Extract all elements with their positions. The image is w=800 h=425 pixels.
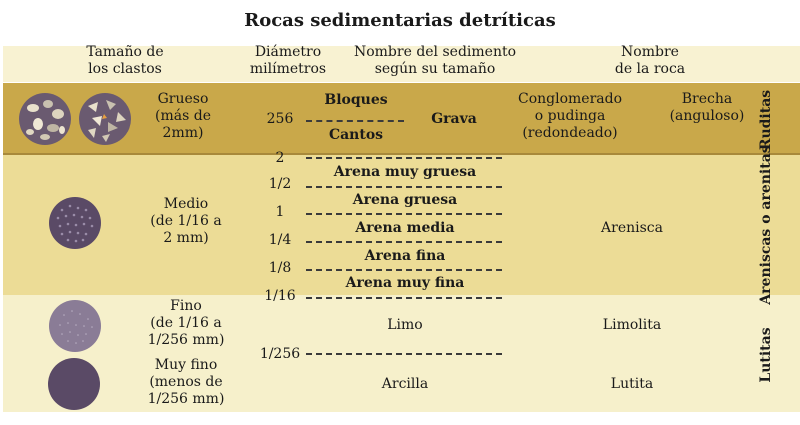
boundary-line-1-16	[306, 297, 502, 299]
diameter-2: 2	[275, 150, 285, 166]
sediment-bloques: Bloques	[324, 92, 388, 108]
size-fine: Fino (de 1/16 a 1/256 mm)	[147, 298, 225, 348]
header-rock: Nombre de la roca	[614, 44, 686, 77]
boundary-line-2	[306, 157, 502, 159]
size-very-fine: Muy fino (menos de 1/256 mm)	[147, 357, 225, 407]
sediment-cantos: Cantos	[328, 127, 384, 143]
rock-brecha: Brecha (anguloso)	[669, 91, 745, 124]
boundary-line-1-2	[306, 186, 502, 188]
sediment-limo: Limo	[387, 317, 423, 333]
boundary-line-1-8	[306, 269, 502, 271]
rudites-band	[3, 83, 800, 155]
rock-arenisca: Arenisca	[601, 220, 663, 236]
diameter-256: 256	[266, 111, 294, 127]
rudites-bottom-border	[3, 153, 800, 155]
rock-limolita: Limolita	[602, 317, 662, 333]
size-medium: Medio (de 1/16 a 2 mm)	[150, 196, 222, 246]
group-label-areniscas: Areniscas o arenitas	[758, 145, 774, 305]
rounded-clasts-image	[19, 93, 71, 145]
clay-image	[48, 358, 100, 410]
sediment-arena-gruesa: Arena gruesa	[352, 192, 458, 208]
sediment-grava: Grava	[431, 111, 477, 127]
sediment-arena-media: Arena media	[355, 220, 455, 236]
sand-grains-image	[49, 197, 101, 249]
header-sediment: Nombre del sedimento según su tamaño	[353, 44, 517, 77]
rock-conglomerado: Conglomerado o pudinga (redondeado)	[517, 91, 622, 141]
arenites-band	[3, 155, 800, 295]
sediment-arena-muy-fina: Arena muy fina	[345, 275, 465, 291]
header-diameter: Diámetro milímetros	[249, 44, 327, 77]
sediment-arena-fina: Arena fina	[364, 248, 446, 264]
silt-image	[49, 300, 101, 352]
boundary-line-1-4	[306, 241, 502, 243]
diameter-1-16: 1/16	[264, 288, 296, 304]
sediment-arcilla: Arcilla	[381, 376, 429, 392]
diameter-1-8: 1/8	[268, 260, 292, 276]
rock-lutita: Lutita	[610, 376, 654, 392]
boundary-line-256	[306, 120, 404, 122]
diameter-1-256: 1/256	[259, 346, 301, 362]
page-title: Rocas sedimentarias detríticas	[244, 10, 556, 31]
boundary-line-1-256	[306, 353, 502, 355]
sediment-arena-muy-gruesa: Arena muy gruesa	[333, 164, 477, 180]
diameter-1-2: 1/2	[268, 176, 292, 192]
diameter-1: 1	[275, 204, 285, 220]
size-coarse: Grueso (más de 2mm)	[155, 91, 211, 141]
group-label-lutitas: Lutitas	[758, 327, 774, 383]
header-band	[3, 46, 800, 82]
diameter-1-4: 1/4	[268, 232, 292, 248]
header-size: Tamaño de los clastos	[86, 44, 164, 77]
boundary-line-1	[306, 213, 502, 215]
angular-clasts-image	[79, 93, 131, 145]
